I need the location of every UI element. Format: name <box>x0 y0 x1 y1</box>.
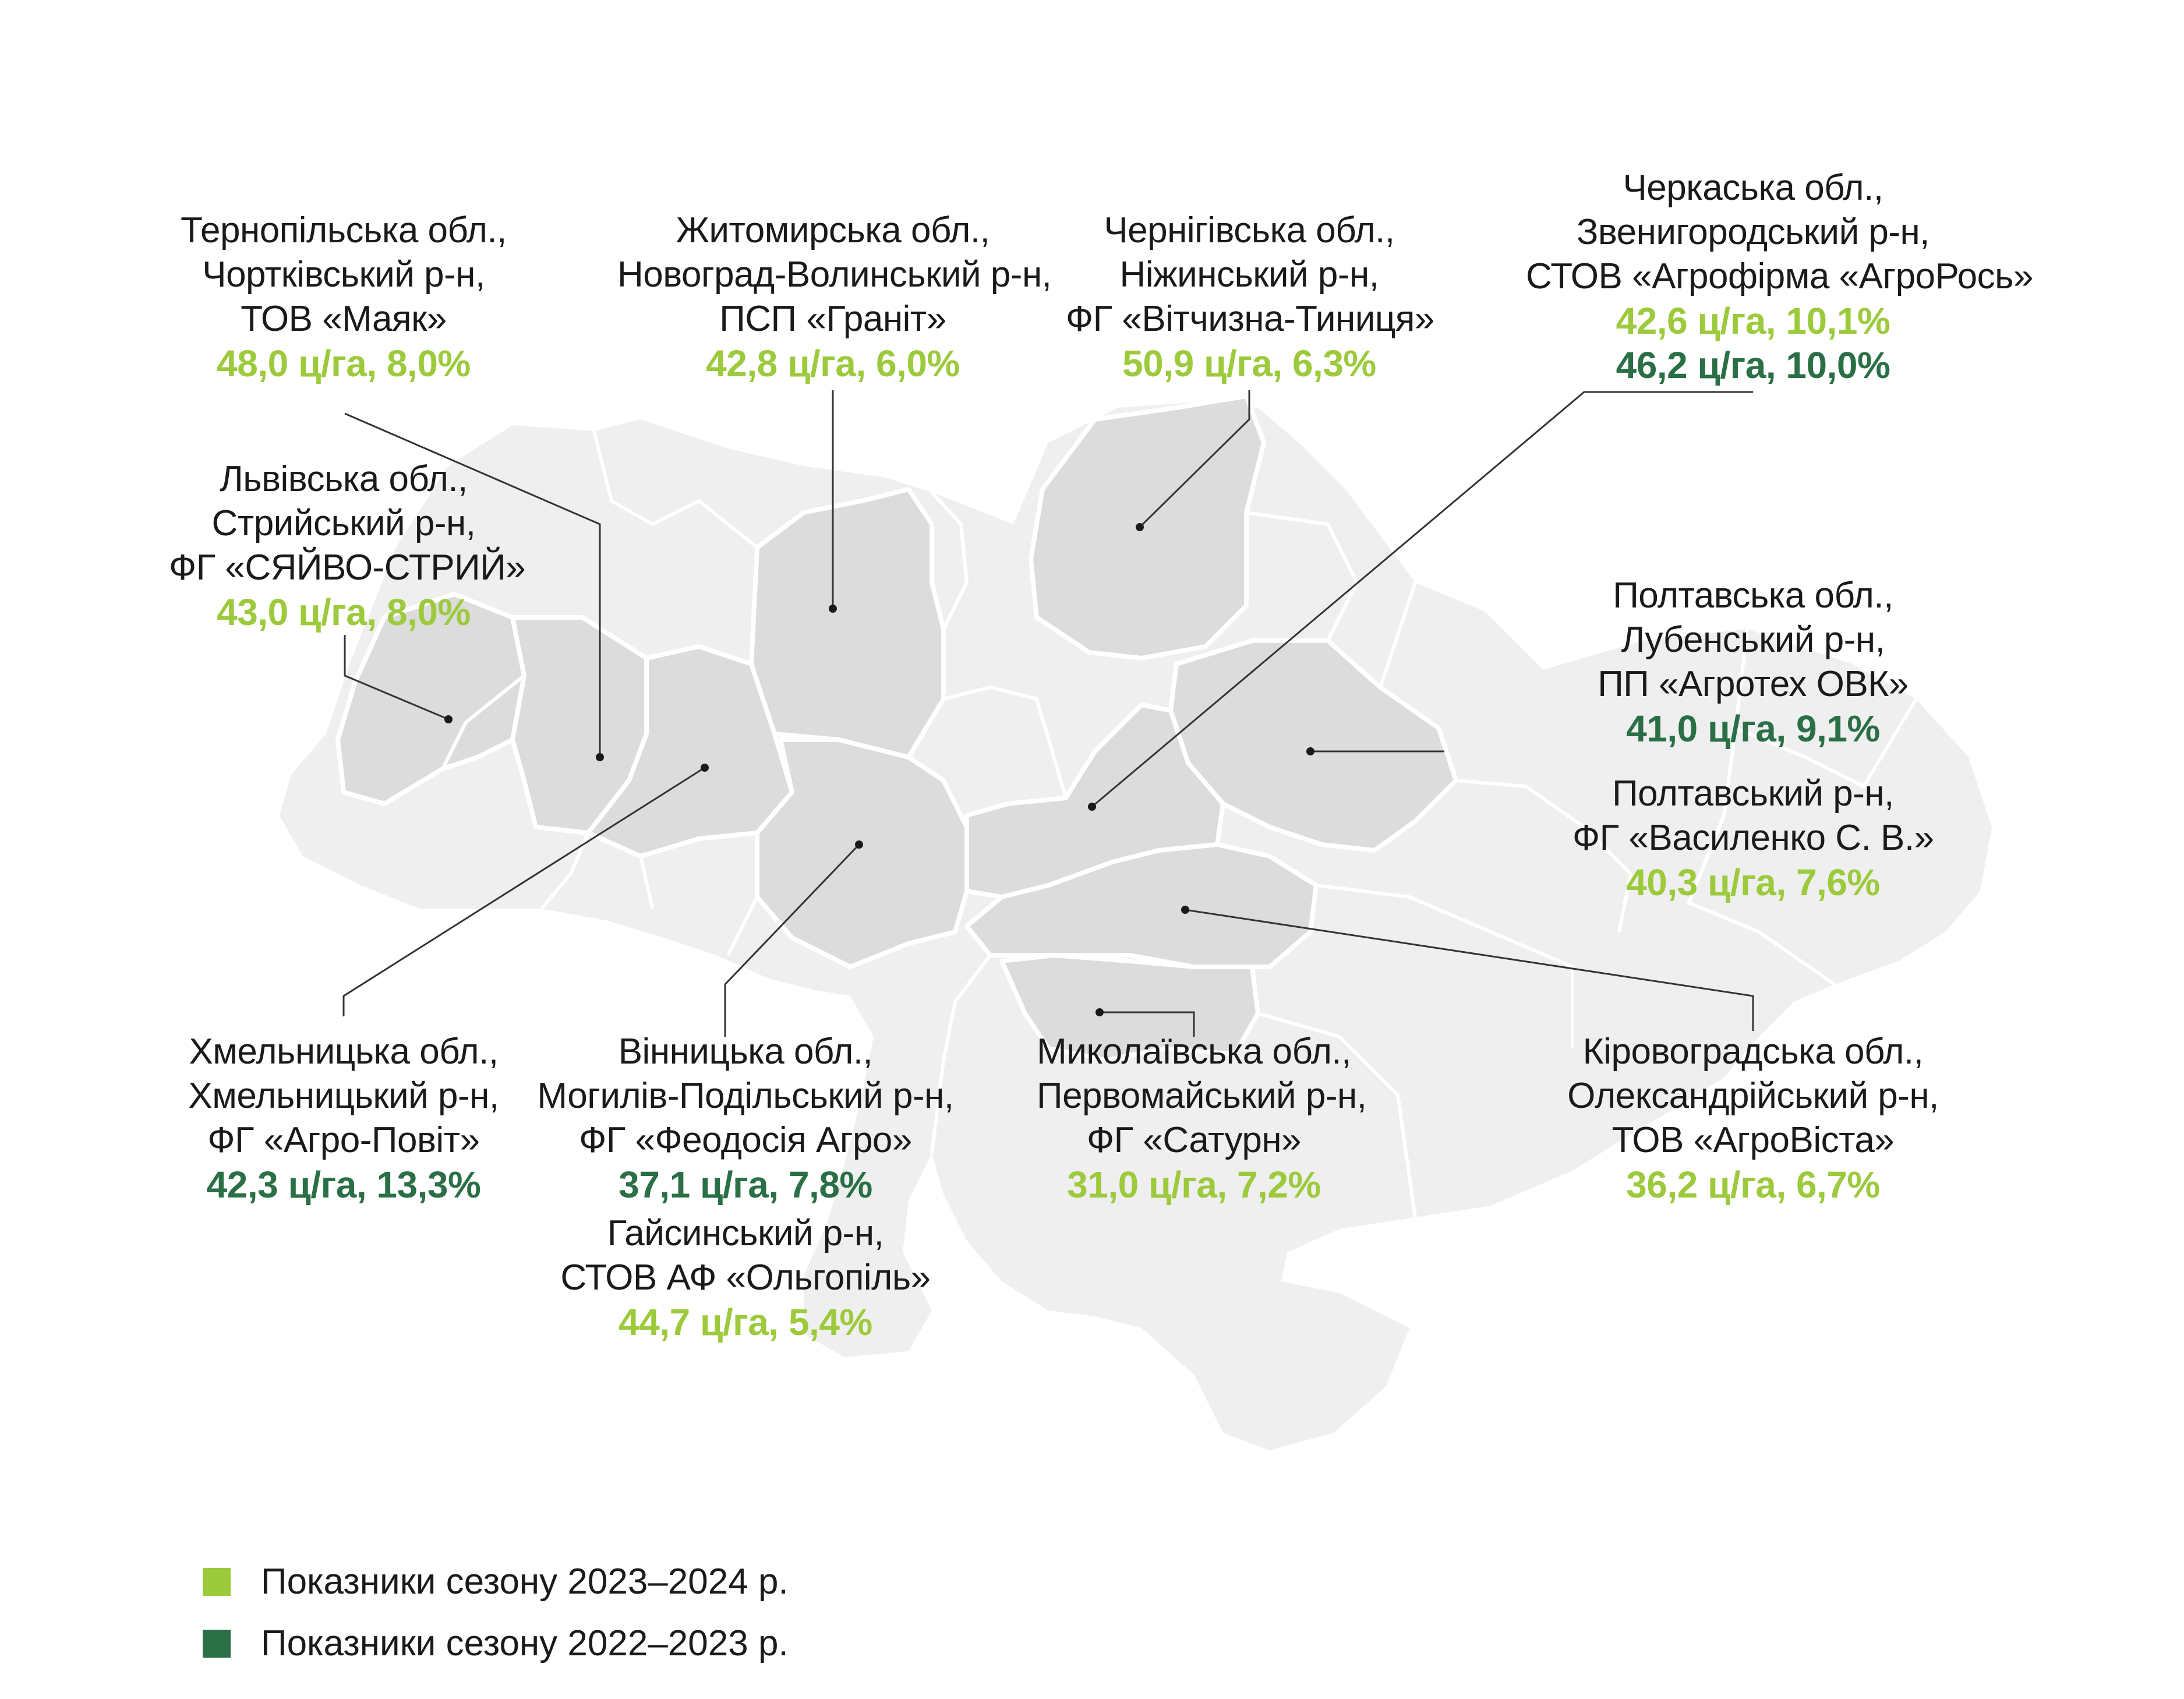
yield-value: 36,2 ц/га, 6,7% <box>1626 1164 1880 1206</box>
region-vinnytsia <box>755 737 969 969</box>
dot-mykolaiv <box>1095 1008 1104 1016</box>
callout-lviv: Львівська обл., Стрийський р-н, ФГ «СЯЙВ… <box>169 457 526 634</box>
yield-value: 42,6 ц/га, 10,1% <box>1616 300 1890 342</box>
legend-label: Показники сезону 2022–2023 р. <box>261 1623 789 1663</box>
leader-lviv <box>344 635 449 720</box>
callout-line: Лубенський р-н, <box>1621 620 1885 660</box>
highlighted-regions <box>335 394 1458 1062</box>
leader-kirovohrad <box>1185 909 1754 1031</box>
callout-line: ТОВ «АгроВіста» <box>1612 1120 1895 1160</box>
callout-line: ФГ «Агро-Повіт» <box>207 1120 480 1160</box>
dot-khmelnytskyi <box>701 764 709 772</box>
callout-line: Олександрійський р-н, <box>1567 1076 1939 1116</box>
yield-value: 37,1 ц/га, 7,8% <box>619 1164 872 1206</box>
callout-line: Миколаївська обл., <box>1037 1032 1351 1072</box>
callout-line: ПП «Агротех ОВК» <box>1598 664 1909 704</box>
callout-line: ФГ «Феодосія Агро» <box>579 1120 912 1160</box>
yield-value: 46,2 ц/га, 10,0% <box>1616 344 1890 386</box>
legend-item-2023-2024: Показники сезону 2023–2024 р. <box>203 1561 789 1602</box>
leader-ternopil <box>344 412 601 757</box>
dot-cherkasy <box>1088 803 1096 811</box>
callout-line: ФГ «Сатурн» <box>1086 1120 1302 1160</box>
callout-kirovohrad: Кіровоградська обл., Олександрійський р-… <box>1567 1030 1939 1207</box>
dot-vinnytsia <box>855 840 863 849</box>
yield-value: 42,8 ц/га, 6,0% <box>706 342 960 384</box>
callout-line: ФГ «Вітчизна-Тиниця» <box>1066 299 1434 339</box>
callout-line: Черкаська обл., <box>1623 168 1883 208</box>
leader-vinnytsia <box>724 843 860 1037</box>
dot-kirovohrad <box>1181 906 1189 914</box>
callout-line: Тернопільська обл., <box>181 210 507 250</box>
leader-khmelnytskyi <box>342 767 705 1016</box>
callout-line: СТОВ «Агрофірма «АгроРось» <box>1526 256 2033 296</box>
callout-line: Львівська обл., <box>220 459 468 499</box>
callout-poltava-poltava: Полтавський р-н, ФГ «Василенко С. В.» 40… <box>1572 772 1934 905</box>
callout-line: Чернігівська обл., <box>1104 210 1395 250</box>
callout-line: Чортківський р-н, <box>202 255 485 295</box>
region-khmelnytskyi <box>586 644 794 859</box>
callout-line: Полтавська обл., <box>1613 575 1893 616</box>
yield-value: 40,3 ц/га, 7,6% <box>1626 861 1880 903</box>
yield-value: 44,7 ц/га, 5,4% <box>619 1301 872 1343</box>
legend-swatch-dark <box>203 1629 231 1658</box>
callout-line: ТОВ «Маяк» <box>241 299 447 339</box>
callout-line: Стрийський р-н, <box>211 503 476 543</box>
legend-swatch-light <box>203 1567 231 1596</box>
legend-label: Показники сезону 2023–2024 р. <box>261 1562 789 1602</box>
leader-lines <box>342 390 1754 1037</box>
callout-line: Звенигородський р-н, <box>1576 212 1930 252</box>
callout-line: Хмельницька обл., <box>189 1032 499 1072</box>
dot-lviv <box>444 715 453 723</box>
yield-value: 31,0 ц/га, 7,2% <box>1067 1164 1321 1206</box>
dot-poltava <box>1306 747 1314 755</box>
yield-value: 50,9 ц/га, 6,3% <box>1122 342 1376 384</box>
callout-line: Могилів-Подільський р-н, <box>537 1076 954 1116</box>
callout-chernihiv: Чернігівська обл., Ніжинський р-н, ФГ «В… <box>1066 209 1434 386</box>
dot-ternopil <box>596 753 604 761</box>
callout-line: Житомирська обл., <box>676 210 990 250</box>
yield-value: 41,0 ц/га, 9,1% <box>1626 708 1880 750</box>
anchor-dots <box>444 523 1314 1016</box>
callout-line: СТОВ АФ «Ольгопіль» <box>560 1258 931 1298</box>
dot-chernihiv <box>1136 523 1144 531</box>
callout-line: Вінницька обл., <box>618 1032 873 1072</box>
leader-cherkasy <box>1091 391 1753 808</box>
leader-mykolaiv <box>1100 1011 1195 1037</box>
yield-value: 43,0 ц/га, 8,0% <box>217 591 471 633</box>
leader-chernihiv <box>1139 390 1250 528</box>
yield-value: 42,3 ц/га, 13,3% <box>206 1164 481 1206</box>
callout-line: Полтавський р-н, <box>1612 773 1894 814</box>
legend-item-2022-2023: Показники сезону 2022–2023 р. <box>203 1623 789 1664</box>
callout-vinnytsia-mohyliv: Вінницька обл., Могилів-Подільський р-н,… <box>524 1030 967 1207</box>
region-lviv <box>335 592 526 806</box>
callout-mykolaiv: Миколаївська обл., Первомайський р-н, ФГ… <box>1037 1030 1367 1207</box>
callout-line: ПСП «Граніт» <box>719 299 946 339</box>
region-zhytomyr <box>749 487 946 760</box>
callout-line: Хмельницький р-н, <box>188 1076 499 1116</box>
yield-value: 48,0 ц/га, 8,0% <box>217 342 471 384</box>
callout-line: ФГ «Василенко С. В.» <box>1572 818 1934 858</box>
callout-ternopil: Тернопільська обл., Чортківський р-н, ТО… <box>169 209 518 386</box>
callout-line: ФГ «СЯЙВО-СТРИЙ» <box>169 548 526 588</box>
dot-zhytomyr <box>829 605 837 613</box>
callout-line: Первомайський р-н, <box>1037 1076 1367 1116</box>
callout-line: Ніжинський р-н, <box>1119 255 1379 295</box>
callout-khmelnytskyi: Хмельницька обл., Хмельницький р-н, ФГ «… <box>169 1030 518 1207</box>
callout-line: Новоград-Волинський р-н, <box>617 255 1052 295</box>
callout-zhytomyr: Житомирська обл., Новоград-Волинський р-… <box>617 209 1052 386</box>
callout-line: Кіровоградська обл., <box>1582 1032 1924 1072</box>
callout-line: Гайсинський р-н, <box>607 1213 884 1253</box>
callout-cherkasy: Черкаська обл., Звенигородський р-н, СТО… <box>1526 166 2033 387</box>
region-borders <box>441 430 1918 1218</box>
callout-vinnytsia-haisyn: Гайсинський р-н, СТОВ АФ «Ольгопіль» 44,… <box>524 1211 967 1344</box>
callout-poltava-lubny: Полтавська обл., Лубенський р-н, ПП «Агр… <box>1572 574 1934 751</box>
